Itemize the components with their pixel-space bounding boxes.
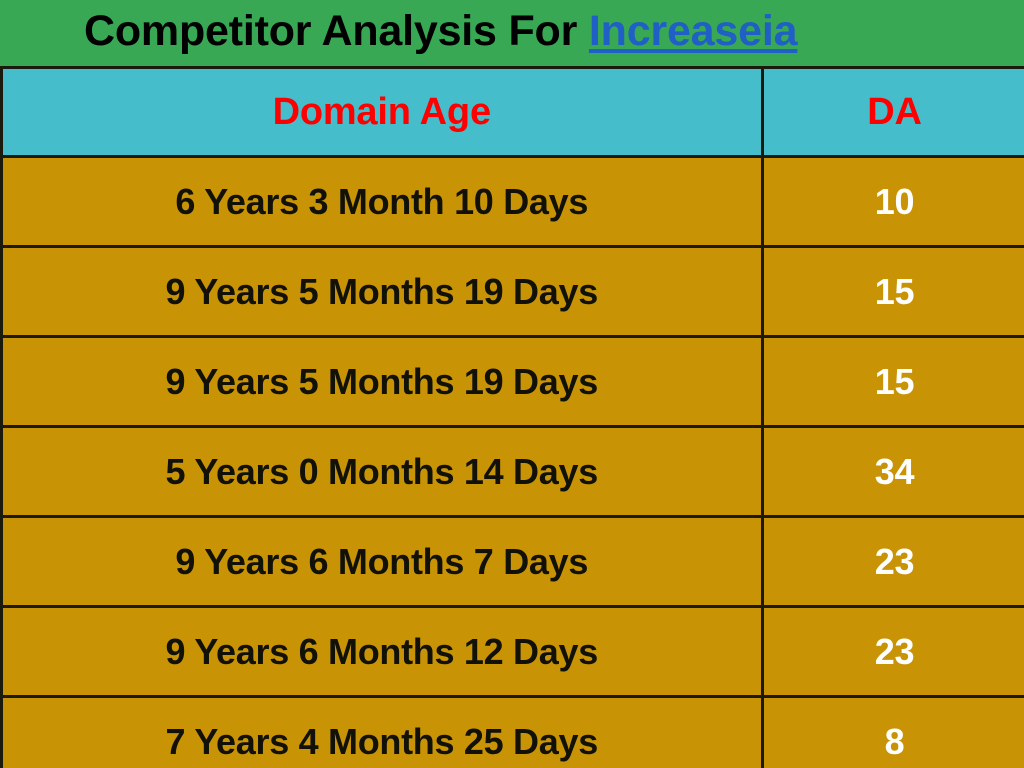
cell-domain-age: 9 Years 5 Months 19 Days <box>3 246 764 338</box>
column-header-domain-age[interactable]: Domain Age <box>3 69 764 158</box>
cell-da: 15 <box>762 336 1024 428</box>
table-row[interactable]: 7 Years 4 Months 25 Days 8 <box>3 696 1024 768</box>
table-row[interactable]: 9 Years 6 Months 12 Days 23 <box>3 606 1024 698</box>
cell-da: 10 <box>762 156 1024 248</box>
title-static-text: Competitor Analysis For <box>84 7 589 55</box>
column-header-da[interactable]: DA <box>762 69 1024 158</box>
cell-domain-age: 9 Years 6 Months 7 Days <box>3 516 764 608</box>
title-text: Competitor Analysis For Increaseia <box>84 0 797 66</box>
cell-da: 23 <box>762 606 1024 698</box>
table-header-row: Domain Age DA <box>3 69 1024 158</box>
table-body: 6 Years 3 Month 10 Days 10 9 Years 5 Mon… <box>3 156 1024 768</box>
title-banner: Competitor Analysis For Increaseia <box>0 0 1024 66</box>
cell-domain-age: 9 Years 6 Months 12 Days <box>3 606 764 698</box>
cell-da: 15 <box>762 246 1024 338</box>
cell-da: 34 <box>762 426 1024 518</box>
table-row[interactable]: 6 Years 3 Month 10 Days 10 <box>3 156 1024 248</box>
cell-domain-age: 9 Years 5 Months 19 Days <box>3 336 764 428</box>
table-row[interactable]: 9 Years 5 Months 19 Days 15 <box>3 246 1024 338</box>
spreadsheet-area: Domain Age DA 6 Years 3 Month 10 Days 10… <box>0 66 1024 768</box>
table-row[interactable]: 9 Years 5 Months 19 Days 15 <box>3 336 1024 428</box>
cell-domain-age: 7 Years 4 Months 25 Days <box>3 696 764 768</box>
cell-domain-age: 5 Years 0 Months 14 Days <box>3 426 764 518</box>
title-link[interactable]: Increaseia <box>588 7 798 55</box>
cell-da: 8 <box>762 696 1024 768</box>
table-row[interactable]: 9 Years 6 Months 7 Days 23 <box>3 516 1024 608</box>
table-row[interactable]: 5 Years 0 Months 14 Days 34 <box>3 426 1024 518</box>
cell-da: 23 <box>762 516 1024 608</box>
competitor-data-table: Domain Age DA 6 Years 3 Month 10 Days 10… <box>3 69 1024 768</box>
cell-domain-age: 6 Years 3 Month 10 Days <box>3 156 764 248</box>
